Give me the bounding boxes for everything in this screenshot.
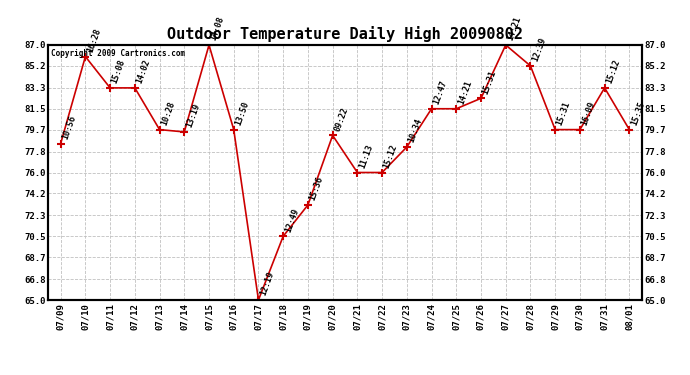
Text: 16:28: 16:28 xyxy=(86,27,102,54)
Text: 15:35: 15:35 xyxy=(629,100,647,127)
Text: 12:39: 12:39 xyxy=(531,36,547,63)
Text: 15:12: 15:12 xyxy=(604,58,622,85)
Text: 13:50: 13:50 xyxy=(234,100,250,127)
Text: 14:02: 14:02 xyxy=(135,58,152,85)
Text: 15:31: 15:31 xyxy=(555,100,572,127)
Text: 13:19: 13:19 xyxy=(184,102,201,129)
Text: 15:08: 15:08 xyxy=(110,58,127,85)
Text: 11:13: 11:13 xyxy=(357,143,375,170)
Text: 10:28: 10:28 xyxy=(159,100,177,127)
Text: 15:36: 15:36 xyxy=(308,176,325,202)
Text: 15:31: 15:31 xyxy=(481,69,498,95)
Text: 15:12: 15:12 xyxy=(382,143,399,170)
Text: 12:47: 12:47 xyxy=(431,79,448,106)
Text: 16:09: 16:09 xyxy=(580,100,597,127)
Title: Outdoor Temperature Daily High 20090802: Outdoor Temperature Daily High 20090802 xyxy=(167,27,523,42)
Text: 10:34: 10:34 xyxy=(407,117,424,144)
Text: 12:49: 12:49 xyxy=(283,207,300,233)
Text: 14:21: 14:21 xyxy=(456,79,473,106)
Text: Copyright 2009 Cartronics.com: Copyright 2009 Cartronics.com xyxy=(51,49,186,58)
Text: 12:19: 12:19 xyxy=(259,270,275,297)
Text: 09:22: 09:22 xyxy=(333,106,350,132)
Text: 14:21: 14:21 xyxy=(506,15,523,42)
Text: 10:56: 10:56 xyxy=(61,114,78,141)
Text: 14:08: 14:08 xyxy=(209,15,226,42)
